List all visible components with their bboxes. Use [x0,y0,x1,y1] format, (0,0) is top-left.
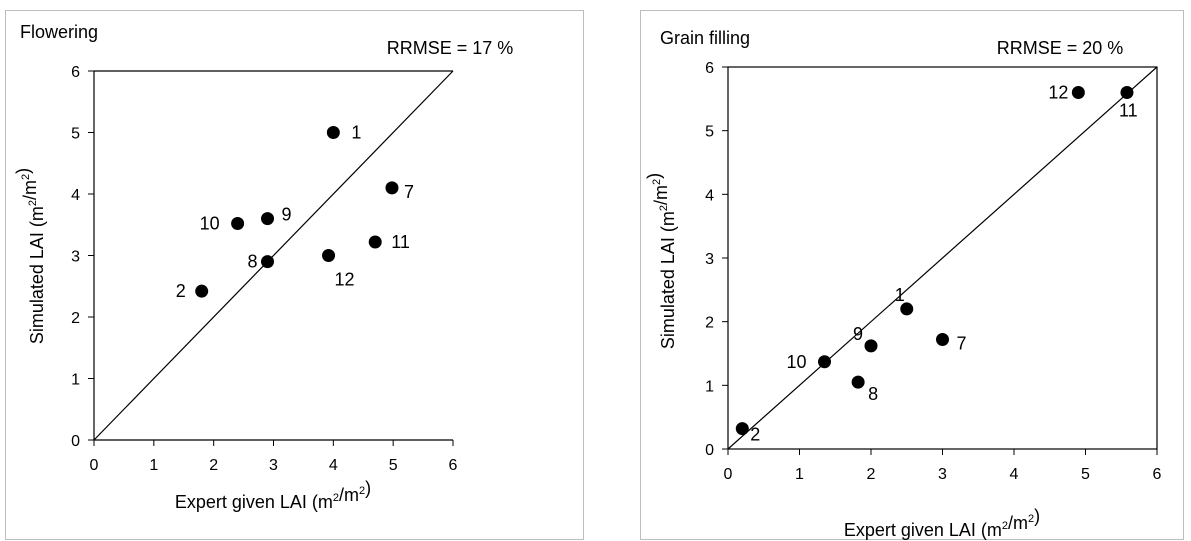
data-point-label-8: 8 [868,384,878,404]
y-tick-label: 1 [705,378,714,395]
data-point-2 [735,422,749,436]
chart-panel-flowering: Flowering RRMSE = 17 % 0 1 2 3 4 5 6 0 1 2 3 4 5 6 1 2 7 8 9… [5,10,584,540]
y-tick-label: 5 [705,124,714,141]
data-point-7 [385,181,399,195]
y-tick-label: 2 [71,310,80,327]
x-tick-label: 0 [724,466,733,483]
data-point-8 [851,375,865,389]
data-point-label-9: 9 [853,324,863,344]
x-tick-label: 1 [795,466,804,483]
y-tick-label: 0 [71,433,80,450]
y-tick-label: 6 [705,60,714,77]
x-tick-label: 3 [269,457,278,474]
data-point-1 [326,126,340,139]
data-point-9 [864,339,878,353]
data-point-11 [368,235,382,249]
rrmse-annotation: RRMSE = 20 % [997,38,1124,58]
x-tick-label: 6 [1153,466,1162,483]
data-point-label-1: 1 [895,285,905,305]
y-tick-label: 3 [71,249,80,266]
data-point-1 [900,302,914,316]
y-tick-label: 1 [71,372,80,389]
data-point-label-1: 1 [351,123,361,143]
data-point-12 [1071,85,1085,99]
data-point-9 [261,212,275,226]
data-point-10 [818,355,832,369]
x-tick-label: 2 [209,457,218,474]
data-point-label-8: 8 [248,252,258,272]
y-tick-label: 0 [705,442,714,459]
y-tick-label: 5 [71,126,80,143]
data-point-8 [261,255,275,269]
x-tick-label: 2 [867,466,876,483]
scatter-chart-grain-filling: Grain filling RRMSE = 20 %0 1 2 3 4 5 601234561… [644,28,1162,540]
chart-panel-grain-filling: Grain filling RRMSE = 20 % 0 1 2 3 4 5 6 0 1 2 3 4 5 6 1… [640,10,1184,540]
y-tick-label: 4 [71,187,80,204]
data-point-label-2: 2 [750,425,760,445]
x-tick-label: 6 [449,457,458,474]
one-to-one-line [93,70,454,441]
y-tick-label: 4 [705,187,714,204]
y-tick-label: 6 [71,64,80,81]
data-point-label-12: 12 [335,270,355,290]
x-tick-label: 1 [149,457,158,474]
data-point-label-2: 2 [176,281,186,301]
data-point-label-9: 9 [282,205,292,225]
chart-title: Grain filling [660,28,750,48]
data-point-label-12: 12 [1048,82,1068,102]
chart-title: Flowering [20,22,98,42]
data-point-10 [231,217,245,231]
y-axis-label: Simulated LAI (m2/m2) [644,173,678,349]
y-tick-label: 3 [705,251,714,268]
data-point-7 [936,332,949,346]
one-to-one-line [727,66,1158,450]
x-tick-label: 5 [1081,466,1090,483]
rrmse-annotation: RRMSE = 17 % [387,38,514,58]
x-tick-label: 4 [329,457,338,474]
y-axis-label: Simulated LAI (m2/m2) [13,168,47,344]
data-point-label-10: 10 [200,214,220,234]
data-point-label-7: 7 [957,333,967,353]
data-point-label-11: 11 [391,232,410,252]
data-point-label-11: 11 [1119,100,1138,120]
y-tick-label: 2 [705,315,714,332]
x-tick-label: 3 [938,466,947,483]
data-point-12 [322,249,336,262]
x-tick-label: 4 [1010,466,1019,483]
data-point-label-10: 10 [787,352,807,372]
x-tick-label: 5 [389,457,398,474]
data-point-11 [1120,85,1134,99]
x-axis-label: Expert given LAI (m2/m2) [175,478,371,512]
data-point-2 [195,284,209,298]
data-point-label-7: 7 [404,182,414,202]
x-axis-label: Expert given LAI (m2/m2) [844,506,1040,540]
x-tick-label: 0 [90,457,99,474]
